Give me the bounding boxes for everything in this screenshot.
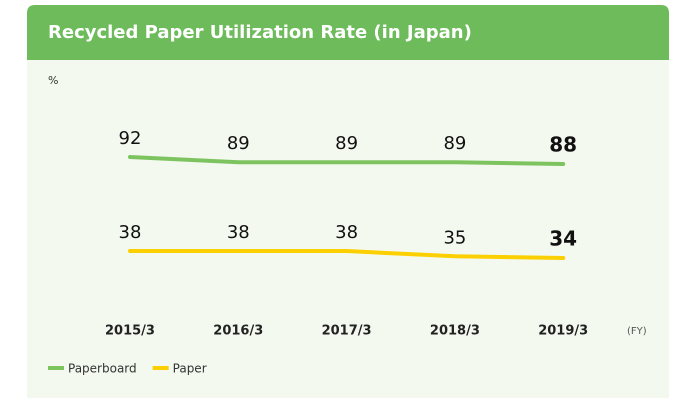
series-line [128, 155, 566, 166]
data-label: 89 [335, 133, 358, 154]
x-tick-label: 2016/3 [213, 324, 263, 339]
x-tick-label: 2017/3 [322, 324, 372, 339]
x-tick-label: 2019/3 [538, 324, 588, 339]
data-label: 88 [549, 132, 577, 156]
data-label: 92 [119, 128, 142, 149]
legend-label: Paper [173, 362, 207, 376]
chart-title: Recycled Paper Utilization Rate (in Japa… [48, 22, 472, 43]
x-tick-label: 2018/3 [430, 324, 480, 339]
legend-label: Paperboard [68, 362, 137, 376]
data-label: 35 [443, 227, 466, 248]
series-line [128, 249, 566, 260]
chart-panel [27, 60, 669, 398]
data-label: 34 [549, 227, 577, 251]
data-label: 38 [227, 222, 250, 243]
data-label: 38 [119, 222, 142, 243]
data-label: 38 [335, 222, 358, 243]
header-bar [27, 5, 669, 60]
data-label: 89 [443, 133, 466, 154]
x-tick-label: 2015/3 [105, 324, 155, 339]
data-label: 89 [227, 133, 250, 154]
x-unit: (FY) [627, 326, 647, 337]
y-unit: % [48, 74, 58, 87]
